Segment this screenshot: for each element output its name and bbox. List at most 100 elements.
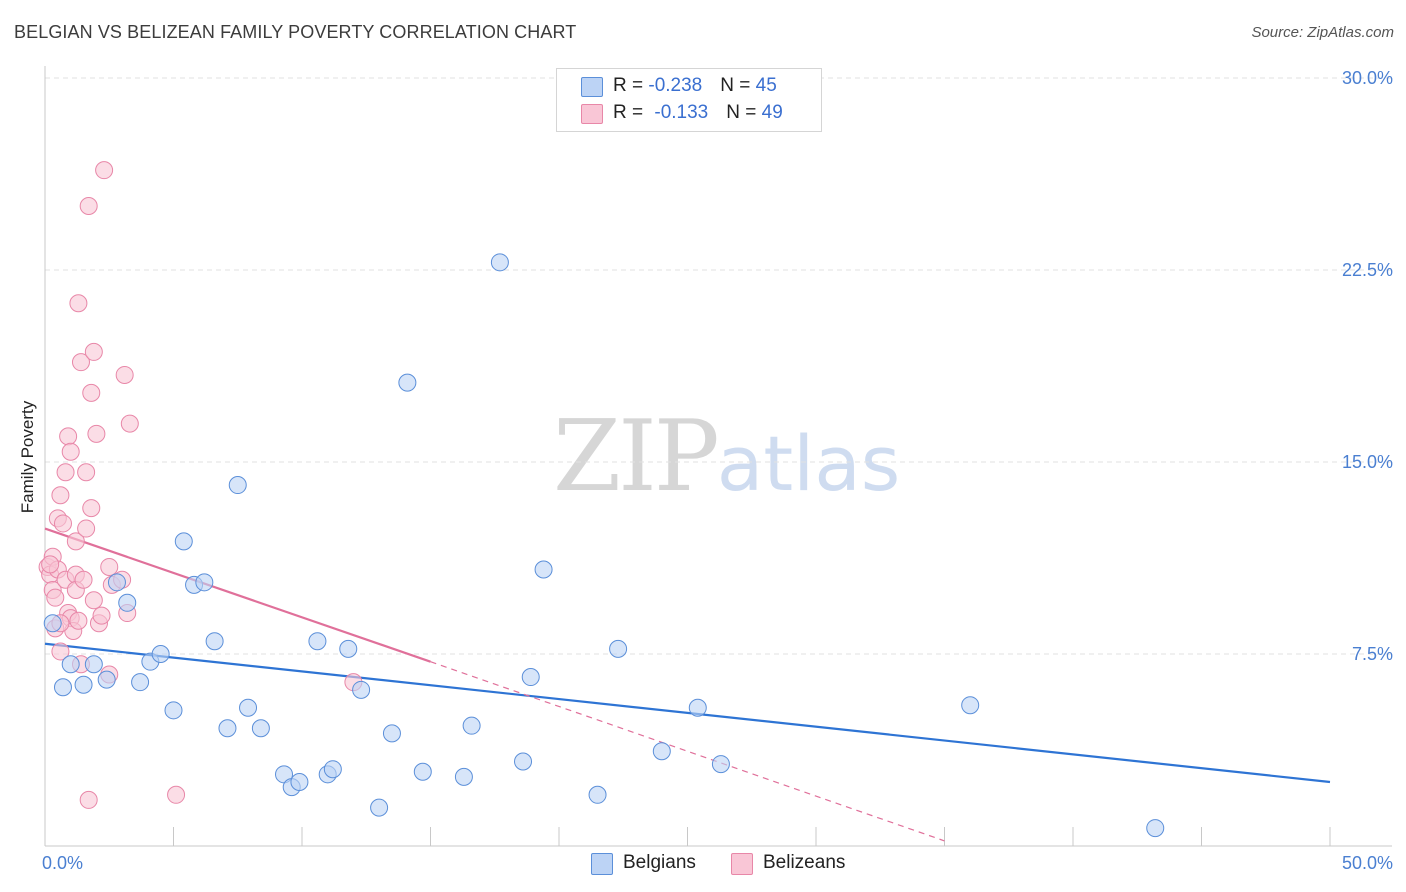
belgian-point (588, 785, 607, 804)
watermark: ZIPatlas (553, 400, 900, 514)
belizean-point (77, 463, 96, 482)
y-tick-label: 7.5% (1352, 644, 1393, 664)
belizeans-swatch (731, 853, 753, 875)
legend-r-value: -0.133 (654, 102, 709, 123)
belgian-point (195, 573, 214, 592)
belizean-point (77, 519, 96, 538)
belizean-point (69, 611, 88, 630)
belizean-point (51, 486, 70, 505)
belizean-point (69, 294, 88, 313)
belgian-point (151, 645, 170, 663)
belgian-point (382, 724, 401, 743)
belgian-point (961, 696, 980, 715)
belizean-point (115, 365, 134, 384)
belgians-swatch (591, 853, 613, 875)
belgian-point (521, 668, 540, 687)
gridlines (45, 77, 1392, 655)
belgian-point (398, 373, 417, 392)
belizean-point (92, 606, 111, 625)
belizean-point (82, 383, 101, 402)
belgian-point (609, 639, 628, 658)
belgian-point (462, 716, 481, 735)
belgian-point (652, 742, 671, 761)
belgian-point (43, 614, 62, 633)
belizean-point (87, 424, 106, 443)
legend-n-label: N = (720, 75, 756, 96)
watermark-atlas: atlas (716, 419, 901, 508)
belizean-point (95, 161, 114, 180)
legend-r-label: R = (613, 102, 649, 123)
belgian-point (97, 670, 116, 689)
legend-r-label: R = (613, 75, 649, 96)
belizean-point (79, 197, 98, 215)
belizean-point (100, 557, 119, 576)
belgian-point (53, 678, 72, 697)
belizean-point (120, 414, 139, 433)
belgians-swatch (581, 77, 603, 97)
belgian-point (688, 698, 707, 717)
belizean-point (167, 785, 186, 804)
belizeans-swatch (581, 104, 603, 124)
belizean-point (51, 642, 70, 661)
belizeans-trend-line (44, 527, 431, 663)
chart-title: BELGIAN VS BELIZEAN FAMILY POVERTY CORRE… (14, 22, 577, 42)
belgian-point (164, 701, 183, 720)
belgians-trend-line (44, 642, 1331, 784)
axes (44, 66, 1392, 847)
belgian-point (454, 767, 473, 786)
tick-labels: 7.5% 15.0% 22.5% 30.0% 0.0% 50.0% (42, 68, 1393, 873)
legend-n-value: 45 (755, 75, 777, 96)
belgian-point (370, 798, 389, 817)
belgian-point (74, 675, 93, 694)
trend-lines (44, 527, 1331, 842)
belgian-point (290, 773, 309, 791)
belizean-point (71, 353, 90, 372)
legend-n-value: 49 (761, 102, 783, 123)
belizean-point (74, 570, 93, 589)
belgian-point (711, 755, 730, 774)
belgians-points (43, 253, 1165, 838)
belizean-point (56, 463, 75, 482)
belgian-point (107, 573, 126, 592)
belizean-point (79, 790, 98, 809)
belizean-point (41, 555, 60, 574)
belizean-point (53, 514, 72, 533)
belizean-point (59, 427, 78, 446)
watermark-zip: ZIP (553, 400, 720, 514)
belizean-point (84, 342, 103, 361)
belizeans-trend-line (430, 661, 945, 842)
y-tick-label: 15.0% (1342, 452, 1393, 472)
x-tick-label: 50.0% (1342, 853, 1393, 873)
belgian-point (118, 593, 137, 612)
belizean-point (66, 532, 85, 551)
belgian-point (1146, 819, 1165, 838)
belizeans-points (38, 161, 363, 809)
belizean-point (61, 442, 80, 461)
belgian-point (339, 639, 358, 658)
belgian-point (174, 532, 193, 551)
belgian-point (228, 476, 247, 495)
source-credit: Source: ZipAtlas.com (1251, 24, 1394, 41)
belizean-point (84, 591, 103, 610)
belgian-point (131, 673, 150, 692)
belgians-label: Belgians (623, 852, 696, 873)
belgian-point (323, 760, 342, 779)
y-tick-label: 30.0% (1342, 68, 1393, 88)
x-tick-label: 0.0% (42, 853, 83, 873)
belgian-point (218, 719, 237, 738)
belgian-point (514, 752, 533, 771)
belgian-point (239, 698, 258, 717)
belgian-point (352, 680, 371, 699)
y-tick-label: 22.5% (1342, 260, 1393, 280)
belgian-point (251, 719, 270, 738)
belgian-point (308, 632, 327, 651)
belizean-point (46, 588, 65, 607)
belizean-point (82, 499, 101, 518)
belgian-point (413, 762, 432, 781)
belgian-point (84, 655, 103, 674)
belgian-point (61, 655, 80, 674)
belgian-point (490, 253, 509, 272)
belgian-point (534, 560, 553, 579)
correlation-legend: R = -0.238 N = 45 R = -0.133 N = 49 (556, 68, 822, 132)
